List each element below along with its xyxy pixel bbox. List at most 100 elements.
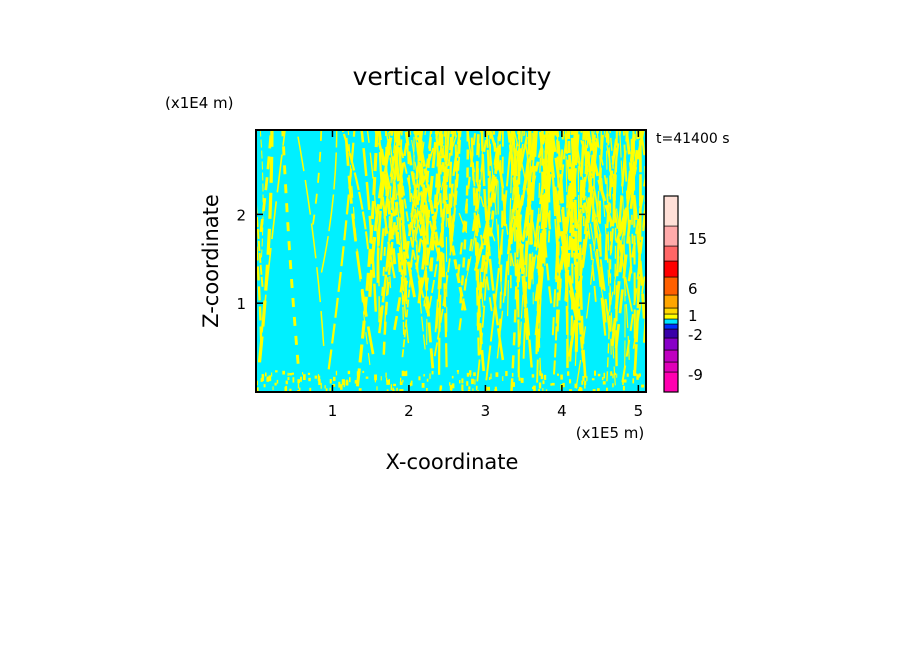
updraft-streak	[621, 183, 646, 383]
boundary-layer-cell	[390, 384, 392, 391]
boundary-layer-cell	[309, 387, 312, 392]
boundary-layer-cell	[606, 387, 608, 392]
x-tick-label: 4	[557, 402, 567, 420]
updraft-streak	[366, 130, 380, 323]
boundary-layer-cell	[471, 378, 474, 385]
boundary-layer-cell	[317, 374, 319, 377]
boundary-layer-cell	[632, 378, 635, 384]
updraft-streak	[591, 130, 595, 223]
x-unit-label: (x1E5 m)	[576, 424, 645, 442]
boundary-layer-cell	[591, 378, 595, 381]
boundary-layer-cell	[594, 370, 596, 376]
boundary-layer-cell	[542, 388, 544, 392]
updraft-streak	[507, 130, 514, 317]
boundary-layer-cell	[275, 370, 278, 373]
boundary-layer-cell	[399, 381, 403, 385]
updraft-streak	[433, 130, 462, 357]
updraft-streak	[585, 130, 607, 336]
boundary-layer-cell	[489, 377, 491, 380]
boundary-layer-cell	[362, 370, 365, 373]
boundary-layer-cell	[285, 380, 288, 385]
colorbar-band	[663, 318, 679, 325]
boundary-layer-cell	[466, 381, 469, 386]
boundary-layer-cell	[320, 382, 322, 389]
boundary-layer-cell	[638, 373, 641, 377]
updraft-streak	[396, 130, 428, 311]
boundary-layer-cell	[289, 373, 293, 376]
boundary-layer-cell	[579, 388, 583, 392]
boundary-layer-cell	[467, 389, 471, 392]
x-tick-label: 2	[404, 402, 414, 420]
boundary-layer-cell	[308, 377, 311, 382]
updraft-streak	[528, 130, 551, 290]
boundary-layer-cell	[338, 381, 341, 388]
boundary-layer-cell	[403, 371, 406, 377]
boundary-layer-cell	[582, 376, 585, 382]
updraft-streak	[540, 130, 551, 243]
updraft-streak	[435, 130, 448, 368]
boundary-layer-cell	[612, 383, 614, 388]
updraft-streak	[507, 130, 530, 340]
boundary-layer-cell	[461, 384, 464, 391]
boundary-layer-cell	[602, 381, 606, 385]
colorbar-band	[663, 349, 679, 363]
updraft-streak	[320, 130, 338, 273]
boundary-layer-cell	[567, 371, 570, 376]
colorbar-band	[663, 276, 679, 296]
boundary-layer-cell	[302, 372, 304, 375]
boundary-layer-cell	[576, 386, 577, 389]
boundary-layer-cell	[349, 377, 351, 383]
boundary-layer-cell	[622, 385, 625, 391]
boundary-layer-cell	[540, 373, 543, 380]
updraft-streak	[606, 130, 633, 312]
boundary-layer-cell	[639, 374, 641, 377]
boundary-layer-cell	[636, 374, 639, 380]
boundary-layer-cell	[560, 374, 563, 380]
boundary-layer-cell	[612, 373, 614, 379]
boundary-layer-cell	[616, 373, 618, 378]
boundary-layer-cell	[495, 372, 499, 377]
y-unit-label: (x1E4 m)	[165, 94, 234, 112]
boundary-layer-cell	[475, 385, 478, 389]
boundary-layer-cell	[358, 388, 362, 391]
boundary-layer-cell	[285, 385, 288, 392]
colorbar	[663, 195, 679, 393]
boundary-layer-cell	[297, 383, 300, 389]
boundary-layer-cell	[586, 376, 588, 382]
updraft-streak	[567, 130, 585, 363]
boundary-layer-cell	[601, 377, 604, 381]
boundary-layer-cell	[396, 387, 398, 392]
updraft-streak	[510, 130, 520, 289]
boundary-layer-cell	[325, 388, 328, 392]
boundary-layer-cell	[584, 383, 586, 389]
updraft-streak	[556, 130, 579, 332]
boundary-layer-cell	[287, 377, 290, 381]
updraft-streak	[632, 259, 646, 349]
updraft-streak	[525, 130, 534, 305]
updraft-streak	[312, 130, 323, 225]
boundary-layer-cell	[539, 370, 541, 376]
boundary-layer-cell	[261, 377, 264, 382]
updraft-streak	[259, 130, 264, 258]
boundary-layer-cell	[400, 377, 402, 383]
boundary-layer-cell	[271, 372, 273, 377]
boundary-layer-cell	[538, 382, 542, 389]
updraft-streak	[553, 130, 560, 375]
updraft-streak	[256, 226, 263, 341]
boundary-layer-cell	[531, 374, 535, 378]
updraft-streaks	[256, 130, 646, 392]
boundary-layer-cell	[439, 387, 442, 392]
boundary-layer-cell	[542, 380, 545, 385]
boundary-layer-cell	[318, 379, 321, 385]
boundary-layer-cell	[392, 389, 395, 392]
updraft-streak	[327, 130, 356, 370]
boundary-layer-cell	[511, 372, 514, 377]
boundary-layer-cell	[487, 386, 490, 391]
updraft-streak	[564, 130, 580, 301]
boundary-layer-cell	[505, 371, 508, 377]
updraft-streak	[401, 130, 421, 358]
updraft-streak	[604, 130, 619, 261]
boundary-layer-cell	[533, 385, 536, 392]
updraft-streak	[535, 130, 556, 355]
updraft-streak	[477, 130, 484, 308]
